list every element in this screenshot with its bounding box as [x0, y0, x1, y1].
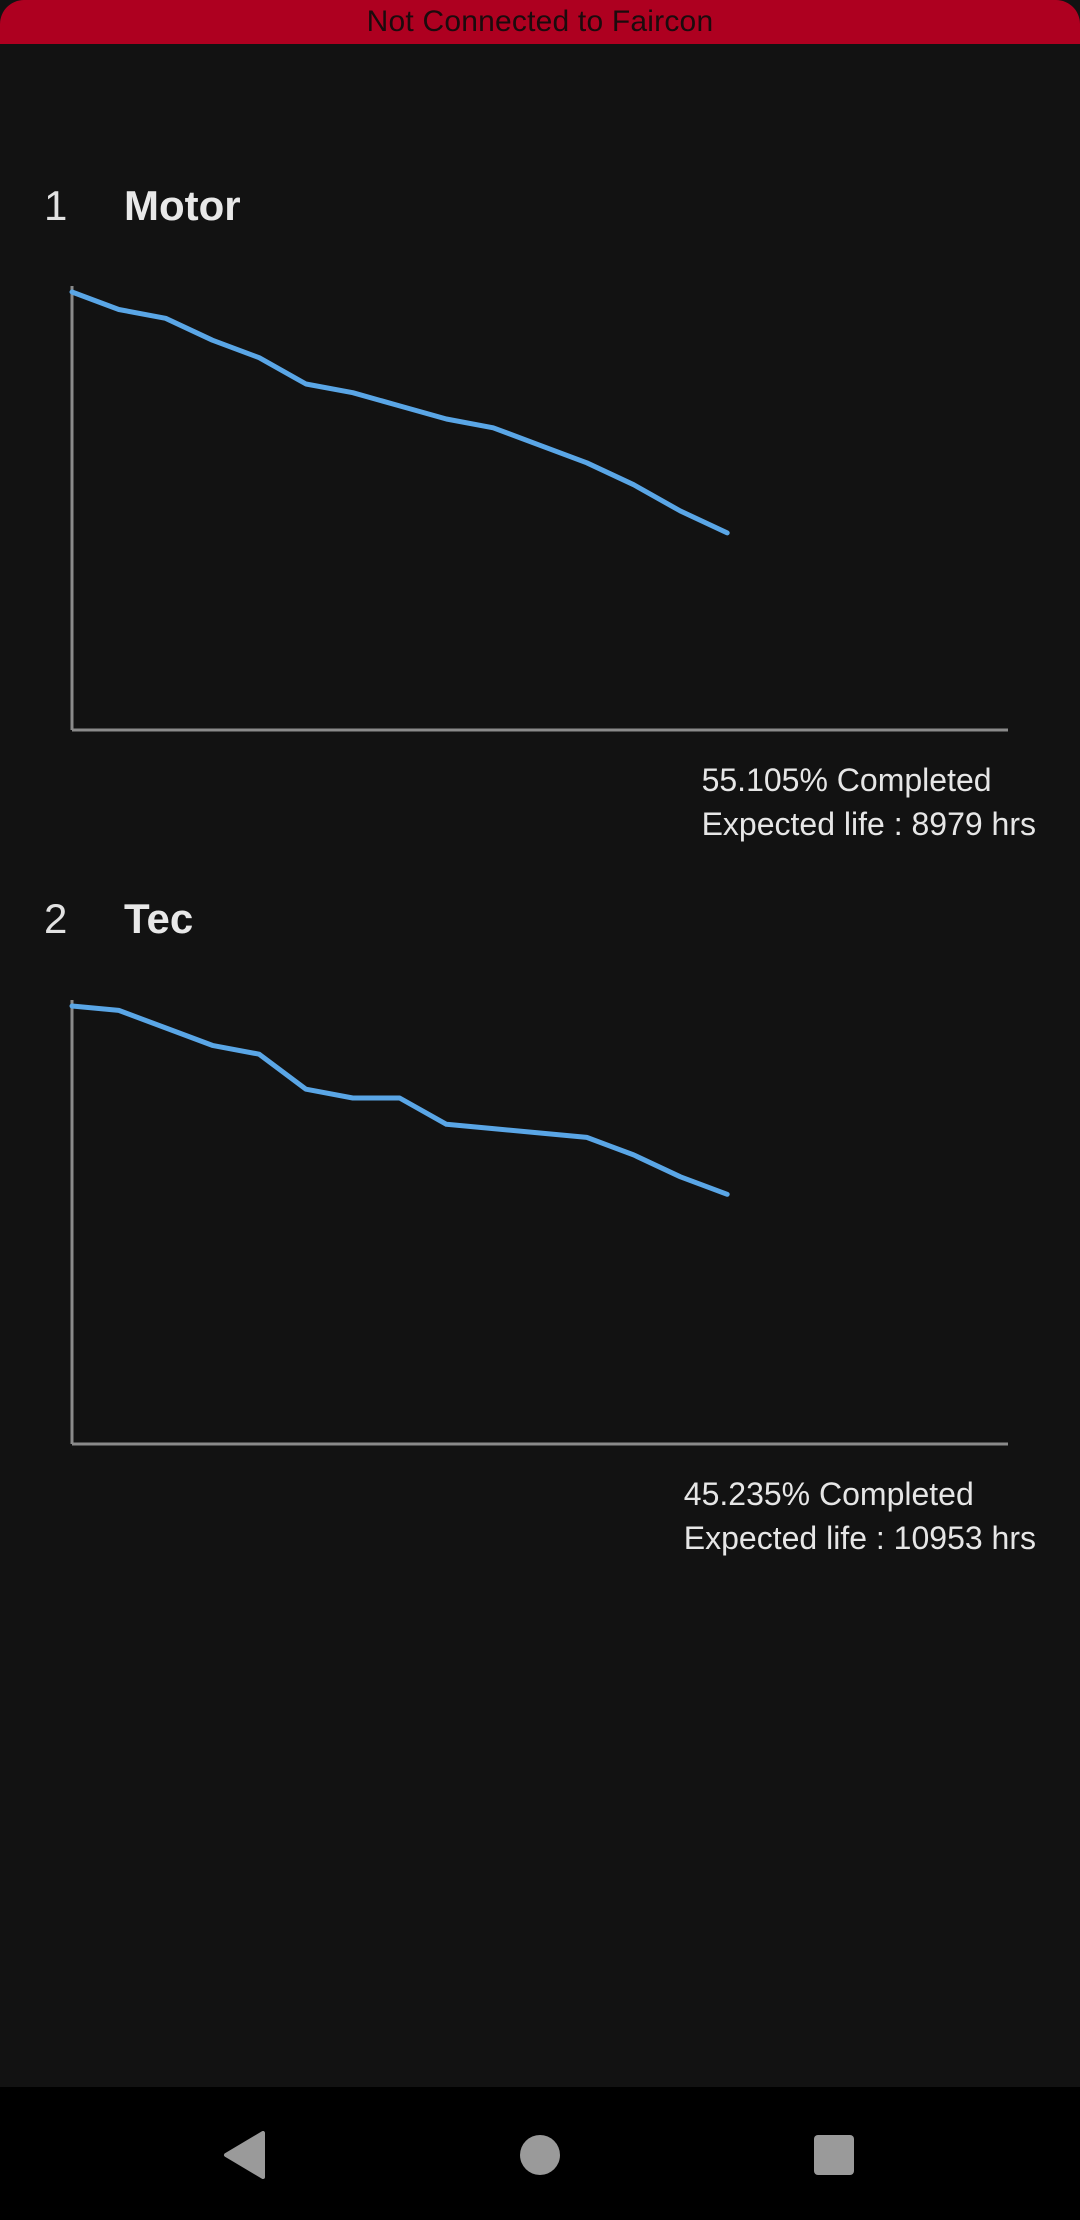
- completed-percent-text: 55.105% Completed: [701, 762, 992, 798]
- recents-square-icon: [814, 2135, 854, 2175]
- life-chart-tec: [69, 1000, 1008, 1446]
- component-index: 1: [44, 182, 68, 229]
- component-index: 2: [44, 895, 68, 942]
- back-triangle-icon: [224, 2131, 265, 2179]
- life-metrics-motor: 55.105% Completed Expected life : 8979 h…: [702, 758, 1036, 846]
- system-navigation-bar: [0, 2087, 1080, 2220]
- life-chart-motor: [69, 286, 1008, 732]
- expected-life-text: Expected life : 8979 hrs: [701, 806, 1036, 842]
- recents-button[interactable]: [802, 2123, 866, 2187]
- series-line: [69, 289, 730, 536]
- expected-life-text: Expected life : 10953 hrs: [683, 1520, 1036, 1556]
- series-line: [69, 1003, 730, 1197]
- home-circle-icon: [520, 2135, 560, 2175]
- component-title: Motor: [124, 182, 241, 229]
- completed-percent-text: 45.235% Completed: [683, 1476, 974, 1512]
- component-title: Tec: [124, 895, 194, 942]
- home-button[interactable]: [508, 2123, 572, 2187]
- connection-status-text: Not Connected to Faircon: [366, 5, 714, 38]
- life-metrics-tec: 45.235% Completed Expected life : 10953 …: [684, 1472, 1036, 1560]
- connection-status-banner: Not Connected to Faircon: [0, 0, 1080, 44]
- back-button[interactable]: [213, 2123, 277, 2187]
